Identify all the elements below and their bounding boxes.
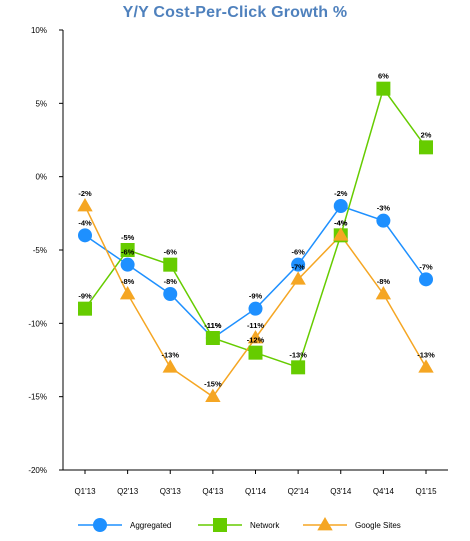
data-label-google-sites: -15% [204,380,222,389]
data-point-network [291,360,306,375]
legend-marker-aggregated [93,518,107,532]
series-line-google-sites [84,205,427,398]
x-tick-label: Q3'14 [330,487,352,496]
data-point-google-sites [333,227,349,241]
data-label-aggregated: -7% [419,262,433,271]
data-point-google-sites [375,286,392,300]
data-label-google-sites: -2% [78,189,92,198]
data-point-network [248,345,263,360]
data-label-google-sites: -13% [161,350,179,359]
data-label-aggregated: -11% [204,321,221,330]
data-label-google-sites: -7% [291,262,305,271]
x-tick-label: Q1'14 [245,487,267,496]
x-tick-label: Q3'13 [160,487,182,496]
data-label-network: -4% [334,218,348,227]
y-tick-label: -5% [33,246,47,255]
data-point-aggregated [291,257,306,272]
legend-label-aggregated: Aggregated [130,521,171,530]
data-point-aggregated [376,213,391,228]
data-point-google-sites [162,359,178,373]
data-point-aggregated [419,272,433,287]
data-label-aggregated: -6% [291,248,305,257]
x-tick-label: Q2'14 [288,487,310,496]
data-point-google-sites [290,271,306,285]
data-label-aggregated: -9% [249,292,263,301]
data-label-network: 6% [378,72,389,81]
data-label-aggregated: -4% [78,218,92,227]
x-tick-label: Q1'13 [74,487,96,496]
data-label-aggregated: -6% [121,248,135,257]
data-point-network [163,257,178,272]
series-line-aggregated [84,205,427,339]
data-label-network: -11% [204,321,221,330]
data-point-network [120,243,135,257]
x-tick-label: Q4'14 [373,487,395,496]
x-tick-label: Q4'13 [202,487,224,496]
data-point-google-sites [205,388,221,402]
data-label-google-sites: -4% [334,218,348,227]
y-tick-label: -10% [28,319,47,328]
y-tick-label: 10% [31,26,47,35]
data-label-google-sites: -8% [121,277,135,286]
data-point-aggregated [333,199,348,213]
y-tick-label: 0% [35,173,47,182]
data-point-aggregated [78,228,92,243]
chart-title: Y/Y Cost-Per-Click Growth % [122,4,348,21]
data-label-aggregated: -8% [164,277,178,286]
legend-marker-network [213,518,227,532]
data-label-google-sites: -8% [377,277,391,286]
data-point-network [376,81,391,96]
data-label-aggregated: -3% [377,204,391,213]
legend-marker-google-sites [317,517,333,531]
data-point-google-sites [418,359,434,373]
x-tick-label: Q2'13 [117,487,139,496]
legend-label-google-sites: Google Sites [355,521,401,530]
y-tick-label: -20% [28,466,47,475]
data-label-network: -6% [164,248,178,257]
data-point-aggregated [163,287,178,301]
y-tick-label: 5% [35,99,47,108]
data-point-aggregated [248,301,263,316]
data-point-network [205,331,220,345]
data-point-google-sites [247,330,264,344]
data-label-network: -5% [121,233,135,242]
x-tick-label: Q1'15 [415,487,437,496]
data-label-network: -13% [289,350,307,359]
legend-label-network: Network [250,521,280,530]
y-tick-label: -15% [28,393,47,402]
data-point-aggregated [120,257,135,272]
data-label-network: -9% [78,292,92,301]
data-label-google-sites: -13% [417,350,435,359]
data-label-network: -12% [247,336,265,345]
data-point-network [419,140,433,155]
data-label-aggregated: -2% [334,189,348,198]
data-point-network [78,301,92,316]
data-point-google-sites [77,198,93,212]
data-label-google-sites: -11% [247,321,264,330]
data-label-network: 2% [421,130,432,139]
data-point-google-sites [119,286,136,300]
